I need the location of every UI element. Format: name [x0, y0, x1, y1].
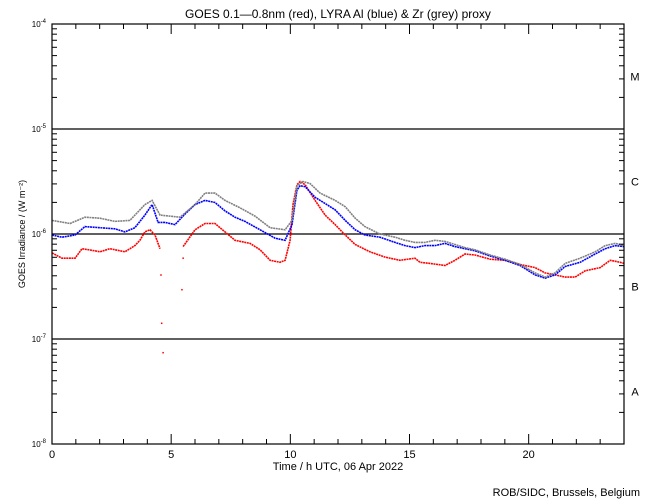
y-tick-label: 10-4: [32, 19, 47, 29]
x-tick-label: 0: [49, 449, 55, 461]
x-tick-label: 15: [403, 449, 415, 461]
flare-class-label: M: [630, 72, 639, 84]
isolated-data-point: [160, 274, 162, 276]
y-tick-label: 10-5: [32, 124, 47, 134]
series-line-goes-0-1-0-8nm: [51, 180, 625, 278]
flare-class-label: B: [631, 282, 638, 294]
y-tick-label: 10-6: [32, 229, 47, 239]
isolated-data-point: [181, 288, 183, 291]
y-tick-label: 10-7: [32, 334, 47, 344]
series-line-lyra-al-proxy: [51, 184, 625, 279]
y-axis-label: GOES Irradiance / (W m⁻²): [17, 180, 27, 288]
x-axis-label: Time / h UTC, 06 Apr 2022: [273, 461, 403, 473]
isolated-data-point: [162, 351, 164, 354]
isolated-data-point: [182, 257, 184, 259]
chart-title: GOES 0.1—0.8nm (red), LYRA Al (blue) & Z…: [185, 7, 491, 21]
isolated-data-point: [160, 322, 163, 325]
x-tick-label: 20: [523, 449, 535, 461]
x-tick-label: 5: [168, 449, 174, 461]
y-tick-label: 10-8: [32, 439, 47, 449]
x-tick-label: 10: [284, 449, 296, 461]
credit-text: ROB/SIDC, Brussels, Belgium: [493, 487, 640, 499]
flare-class-label: A: [631, 387, 639, 399]
flare-class-label: C: [631, 177, 639, 189]
series-line-lyra-zr-proxy: [51, 180, 625, 278]
